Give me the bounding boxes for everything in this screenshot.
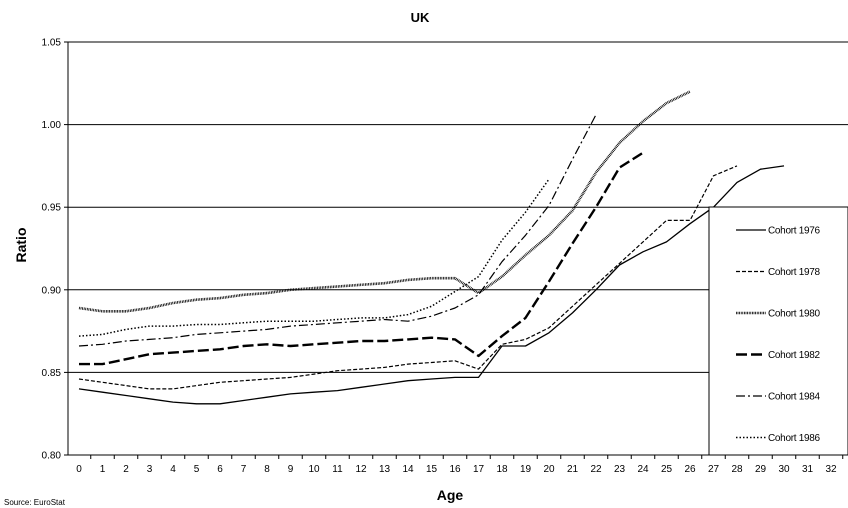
series-line-cohort-1980: [78, 90, 691, 313]
series-line-cohort-1982: [79, 151, 644, 366]
series-line-cohort-1984: [78, 114, 597, 347]
y-tick-label: 1.05: [42, 38, 62, 49]
x-tick-label: 25: [661, 464, 673, 475]
x-tick-label: 13: [379, 464, 391, 475]
x-tick-label: 32: [825, 464, 837, 475]
x-tick-label: 31: [802, 464, 814, 475]
x-tick-label: 21: [567, 464, 579, 475]
y-tick-labels: 0.80 0.85 0.90 0.95 1.00 1.05: [42, 38, 62, 462]
series-line-cohort-1986: [78, 178, 550, 337]
x-tick-label: 12: [355, 464, 367, 475]
legend-label: Cohort 1978: [768, 267, 820, 278]
legend-label: Cohort 1984: [768, 392, 820, 403]
x-tick-label: 10: [308, 464, 320, 475]
x-tick-label: 15: [426, 464, 438, 475]
series-line-cohort-1976: [78, 165, 785, 405]
x-tick-label: 29: [755, 464, 767, 475]
legend-label: Cohort 1982: [768, 350, 820, 361]
x-tick-label: 26: [684, 464, 696, 475]
x-tick-label: 24: [637, 464, 649, 475]
x-tick-label: 5: [194, 464, 200, 475]
x-tick-label: 18: [496, 464, 508, 475]
x-tick-label: 16: [449, 464, 461, 475]
y-tick-label: 1.00: [42, 120, 62, 131]
x-tick-label: 3: [147, 464, 153, 475]
y-tick-label: 0.80: [42, 451, 62, 462]
x-tick-label: 8: [264, 464, 270, 475]
x-tick-label: 4: [170, 464, 176, 475]
x-tick-label: 14: [402, 464, 414, 475]
x-axis-title: Age: [437, 487, 464, 503]
x-tick-labels: 0 1 2 3 4 5 6 7 8 9 10 11 12 13 14 15 16 17 18 19 20 21 22 23 24…: [76, 464, 837, 475]
x-tick-label: 19: [520, 464, 532, 475]
y-tick-label: 0.95: [42, 203, 62, 214]
x-tick-label: 2: [123, 464, 129, 475]
x-tick-label: 11: [332, 464, 343, 475]
y-tick-label: 0.90: [42, 285, 62, 296]
legend-box: [708, 206, 848, 456]
series-lines: [78, 90, 785, 405]
chart-title: UK: [411, 10, 430, 25]
x-tick-label: 6: [217, 464, 223, 475]
x-tick-label: 30: [778, 464, 790, 475]
series-line-cohort-1978: [78, 165, 738, 390]
legend: Cohort 1976 Cohort 1978 Cohort 1980 Cohort …: [708, 206, 848, 456]
x-tick-label: 17: [473, 464, 485, 475]
x-tick-label: 7: [241, 464, 247, 475]
x-tick-label: 9: [288, 464, 294, 475]
source-note: Source: EuroStat: [4, 498, 65, 507]
x-tick-label: 22: [590, 464, 602, 475]
y-tick-label: 0.85: [42, 368, 62, 379]
x-tick-label: 0: [76, 464, 82, 475]
x-tick-label: 23: [614, 464, 626, 475]
x-tick-label: 28: [731, 464, 743, 475]
legend-label: Cohort 1976: [768, 226, 820, 237]
x-tick-label: 27: [708, 464, 720, 475]
y-axis-title: Ratio: [13, 228, 29, 263]
legend-label: Cohort 1986: [768, 433, 820, 444]
x-tick-label: 1: [100, 464, 106, 475]
x-tick-label: 20: [543, 464, 555, 475]
legend-label: Cohort 1980: [768, 309, 820, 320]
